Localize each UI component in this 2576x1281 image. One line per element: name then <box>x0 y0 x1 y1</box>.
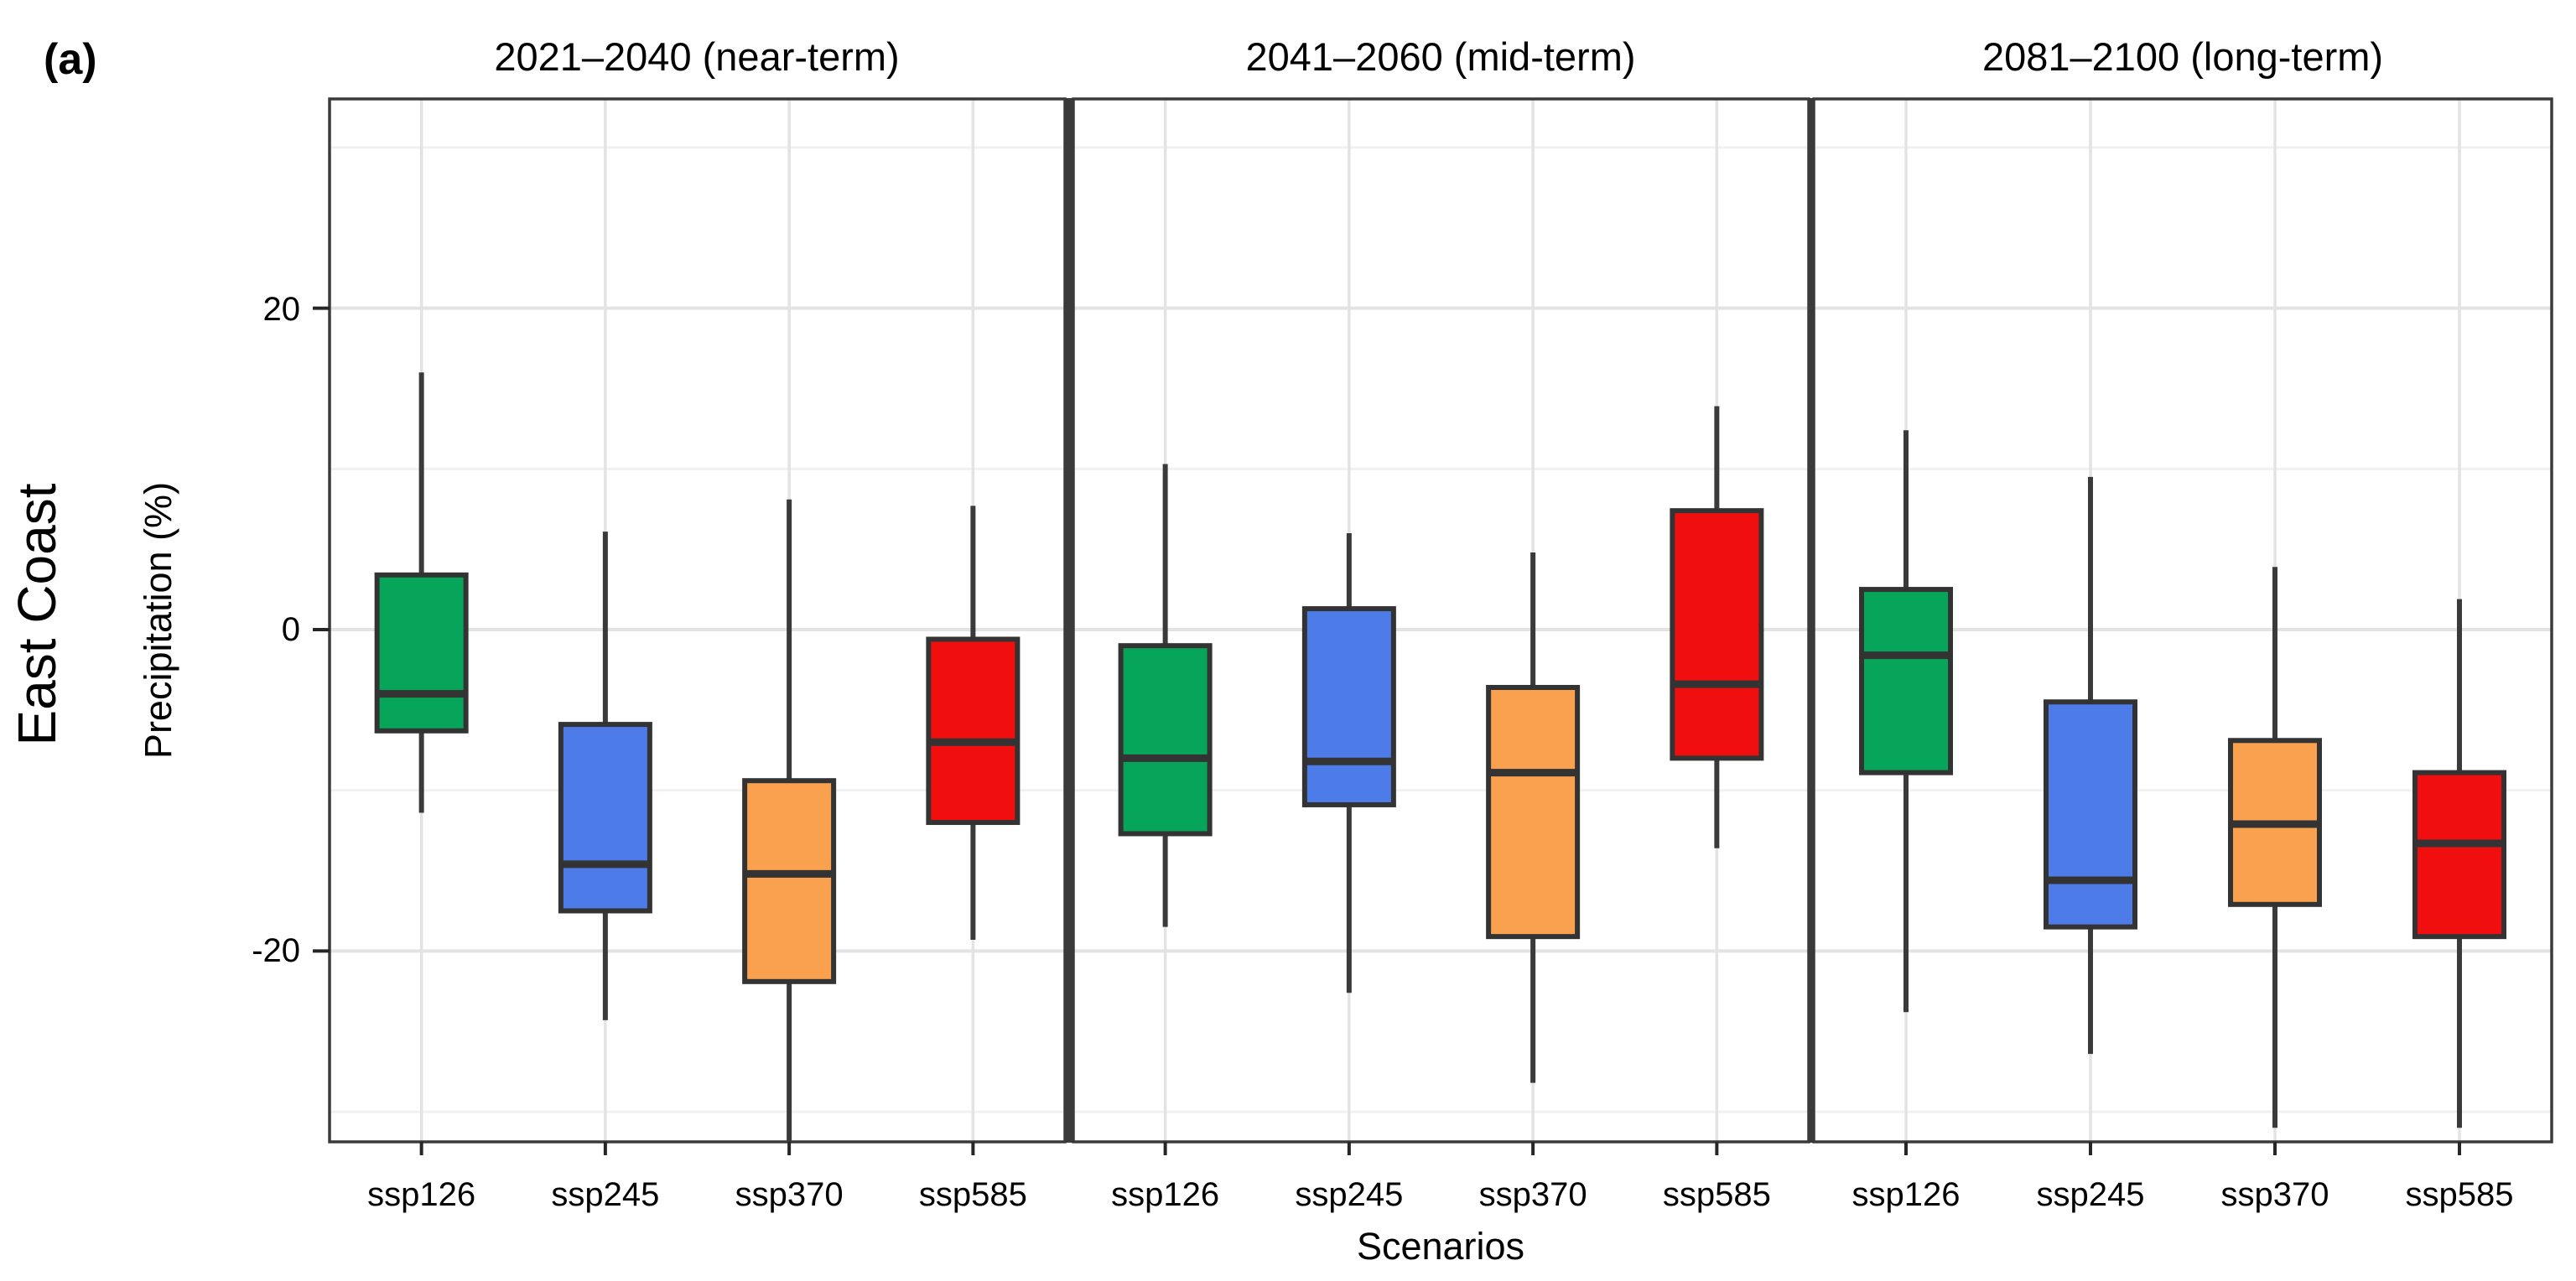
boxplot-ssp370-facet3 <box>2228 567 2322 1128</box>
iqr-box-ssp585 <box>1670 508 1764 761</box>
iqr-box-ssp245 <box>2044 699 2137 930</box>
y-tick-label-20: 20 <box>263 291 301 328</box>
x-category-label-ssp370: ssp370 <box>2221 1176 2329 1213</box>
y-tick-label-0: 0 <box>282 611 300 648</box>
panel-border <box>328 97 1067 1144</box>
boxes-layer <box>374 372 2506 1141</box>
boxplot-ssp126-facet2 <box>1118 464 1213 927</box>
facet-title-mid-term: 2041–2060 (mid-term) <box>1246 34 1636 79</box>
x-category-label-ssp126: ssp126 <box>1852 1176 1961 1213</box>
x-category-label-ssp370: ssp370 <box>735 1176 844 1213</box>
x-category-label-ssp245: ssp245 <box>551 1176 659 1213</box>
iqr-box-ssp126 <box>1118 643 1213 837</box>
x-axis-label: Scenarios <box>1357 1225 1524 1268</box>
boxplot-ssp245-facet2 <box>1301 532 1396 993</box>
iqr-box-ssp245 <box>558 722 652 914</box>
iqr-box-ssp126 <box>1859 587 1953 775</box>
facet-title-long-term: 2081–2100 (long-term) <box>1982 34 2383 79</box>
facet-title-near-term: 2021–2040 (near-term) <box>494 34 899 79</box>
x-category-labels-layer: ssp126 ssp245 ssp370 ssp585 ssp126 ssp245 ssp3… <box>367 1176 2513 1213</box>
iqr-box-ssp245 <box>1301 606 1396 807</box>
x-category-label-ssp370: ssp370 <box>1479 1176 1587 1213</box>
boxplot-ssp370-facet2 <box>1486 552 1581 1083</box>
x-category-label-ssp245: ssp245 <box>2037 1176 2145 1213</box>
boxplot-ssp585-facet2 <box>1670 406 1764 848</box>
figure-label: (a) <box>44 35 97 84</box>
x-category-label-ssp585: ssp585 <box>2406 1176 2514 1213</box>
boxplot-ssp126-facet1 <box>374 372 469 813</box>
iqr-box-ssp126 <box>374 572 469 734</box>
y-axis-label: Precipitation (%) <box>137 482 179 759</box>
iqr-box-ssp370 <box>1486 685 1581 940</box>
iqr-box-ssp585 <box>2412 770 2506 940</box>
x-category-label-ssp126: ssp126 <box>1111 1176 1219 1213</box>
boxplot-ssp585-facet1 <box>926 506 1021 940</box>
boxplot-ssp245-facet3 <box>2044 476 2137 1055</box>
iqr-box-ssp370 <box>742 778 837 984</box>
x-category-label-ssp126: ssp126 <box>367 1176 475 1213</box>
x-category-label-ssp245: ssp245 <box>1295 1176 1403 1213</box>
boxplot-ssp245-facet1 <box>558 532 652 1020</box>
boxplot-ssp585-facet3 <box>2412 599 2506 1128</box>
panel-frame-layer <box>328 97 2553 1144</box>
gridlines-layer <box>330 99 2552 1142</box>
boxplot-ssp370-facet1 <box>742 499 837 1141</box>
x-category-label-ssp585: ssp585 <box>919 1176 1027 1213</box>
x-category-label-ssp585: ssp585 <box>1663 1176 1771 1213</box>
axis-ticks-layer <box>313 306 2461 1155</box>
y-tick-label-neg20: -20 <box>252 932 300 969</box>
row-label: East Coast <box>7 483 67 745</box>
boxplot-ssp126-facet3 <box>1859 430 1953 1013</box>
iqr-box-ssp585 <box>926 636 1021 826</box>
